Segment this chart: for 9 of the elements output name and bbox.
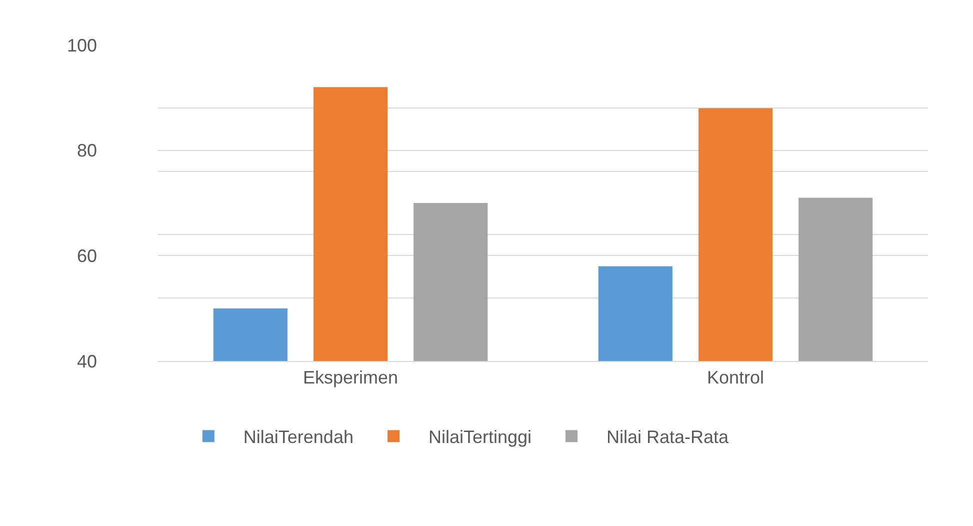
y-tick-label: 60 [76, 246, 97, 266]
y-tick-label: 40 [76, 351, 97, 372]
legend-label: Nilai Rata-Rata [606, 427, 730, 448]
legend-label: NilaiTertinggi [428, 427, 532, 448]
x-tick-label: Kontrol [706, 368, 764, 388]
legend-label: NilaiTerendah [243, 427, 354, 448]
y-tick-label: 100 [66, 35, 97, 56]
y-tick-label: 80 [76, 140, 97, 161]
x-tick-label: Eksperimen [302, 368, 398, 388]
